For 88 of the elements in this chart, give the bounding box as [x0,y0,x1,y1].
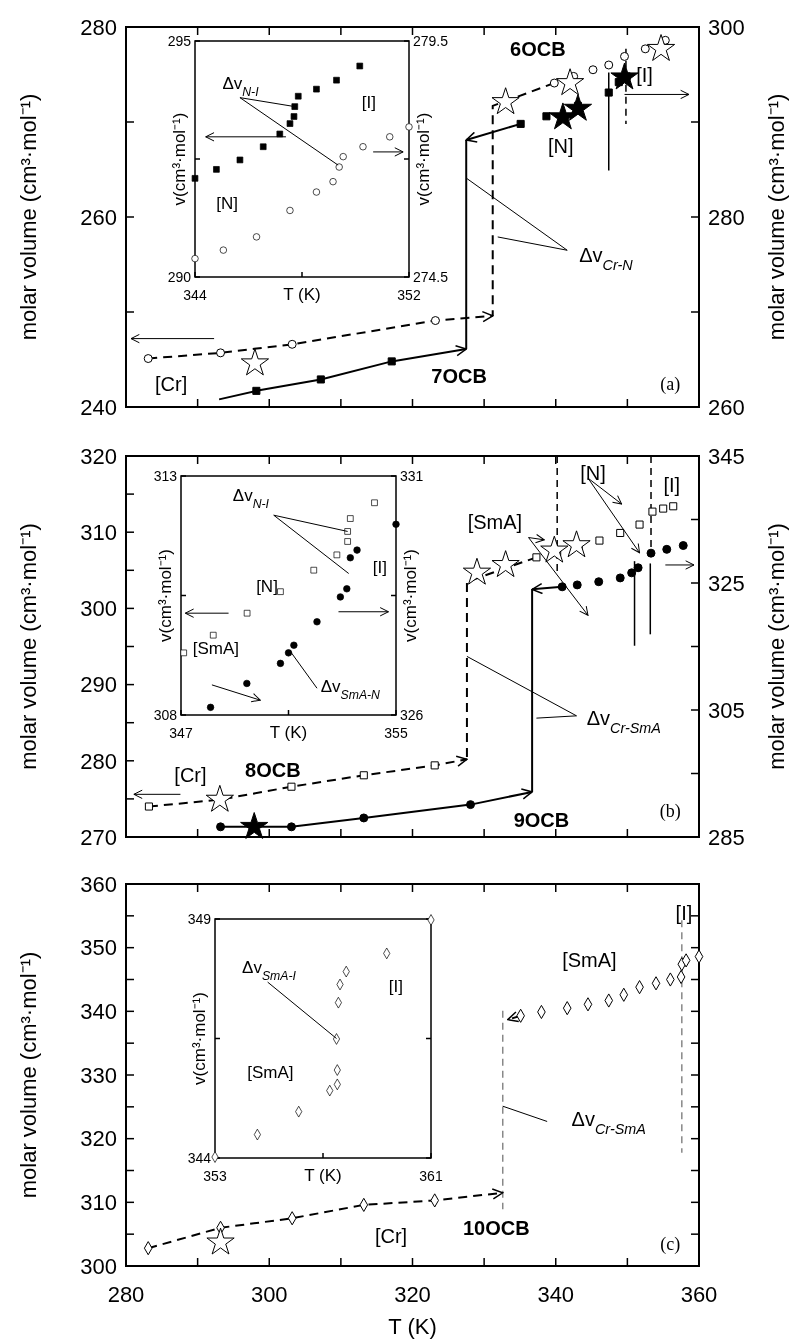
y2-tick-label: 274.5 [413,268,449,285]
annotation: [N] [256,576,278,596]
annotation: [Cr] [174,764,207,787]
y2-tick-label: 331 [400,467,424,484]
x-tick-label: 353 [203,1168,227,1184]
annotation: Δv$_{SmA-N}$ [320,677,381,703]
y2-tick-label: 300 [708,14,745,40]
annotation: [Cr] [155,373,188,396]
y2-tick-label: 285 [708,824,745,850]
y-tick-label: 300 [80,1253,117,1279]
x-tick-label: 361 [419,1168,443,1184]
y2-tick-label: 326 [400,706,424,723]
annotation: [N] [216,194,238,214]
x-axis-title: T (K) [304,1166,342,1185]
y-axis-title: v(cm³·mol⁻¹) [156,549,175,642]
y-tick-label: 349 [187,910,212,927]
x-axis-title: T (K) [388,1314,437,1339]
y-axis-title: v(cm³·mol⁻¹) [170,112,189,206]
y-tick-label: 270 [80,824,117,850]
annotation: [N] [547,134,574,157]
y2-axis-title: molar volume (cm³·mol⁻¹) [764,93,789,341]
annotation: [N] [580,461,606,484]
annotation: [SmA] [562,949,617,972]
annotation: Δv$_{SmA-I}$ [242,957,297,983]
x-tick-label: 340 [537,1282,575,1307]
y2-axis-title: v(cm³·mol⁻¹) [414,112,433,206]
x-tick-label: 355 [384,725,408,741]
y2-axis-title: molar volume (cm³·mol⁻¹) [764,523,789,770]
annotation: 8OCB [245,758,301,781]
y-tick-label: 320 [80,443,117,469]
y2-tick-label: 345 [708,443,745,469]
y2-tick-label: 280 [708,204,745,230]
annotation: [I] [372,557,387,577]
x-tick-label: 300 [250,1282,288,1307]
y-tick-label: 340 [80,999,117,1025]
annotation: [SmA] [247,1062,294,1082]
x-axis-title: T (K) [269,723,308,742]
annotation: (c) [660,1234,681,1256]
y-axis-title: molar volume (cm³·mol⁻¹) [16,523,41,770]
annotation: [SmA] [192,639,240,659]
annotation: 7OCB [431,364,487,387]
x-tick-label: 360 [680,1282,718,1307]
x-tick-label: 280 [107,1282,145,1307]
x-tick-label: 347 [169,725,193,741]
y2-tick-label: 260 [708,394,745,420]
annotation: [I] [388,976,403,996]
annotation: Δv$_{N-I}$ [232,486,270,512]
annotation: 9OCB [513,809,570,832]
annotation: Δv$_{Cr-SmA}$ [586,707,661,737]
y-tick-label: 350 [80,935,117,961]
y-tick-label: 290 [80,672,117,698]
y2-axis-title: v(cm³·mol⁻¹) [401,549,420,642]
annotation: [I] [636,63,653,86]
y2-tick-label: 325 [708,570,745,596]
y-tick-label: 330 [80,1062,117,1088]
y-tick-label: 260 [80,204,117,230]
y-tick-label: 310 [80,1190,117,1216]
y-tick-label: 320 [80,1126,117,1152]
annotation: [SmA] [467,511,523,534]
x-axis-title: T (K) [283,285,321,304]
annotation: Δv$_{N-I}$ [222,74,260,100]
y-axis-title: molar volume (cm³·mol⁻¹) [16,93,41,341]
annotation: [I] [361,93,376,113]
annotation: [I] [675,901,693,924]
annotation: 6OCB [510,37,566,60]
y-axis-title: molar volume (cm³·mol⁻¹) [16,951,41,1199]
annotation: (a) [660,373,681,395]
y-tick-label: 313 [153,467,178,484]
y-tick-label: 290 [167,268,192,285]
annotation: [Cr] [374,1225,408,1248]
y-tick-label: 280 [80,748,117,774]
annotation: (b) [659,800,681,822]
y-tick-label: 280 [80,14,117,40]
y-tick-label: 360 [80,871,117,897]
y2-tick-label: 305 [708,697,745,723]
y-tick-label: 295 [167,32,192,49]
y-axis-title: v(cm³·mol⁻¹) [190,992,209,1085]
y2-tick-label: 279.5 [413,32,449,49]
y-tick-label: 310 [80,519,117,545]
y-tick-label: 300 [80,596,117,622]
annotation: 10OCB [462,1217,530,1240]
annotation: [I] [663,473,681,496]
annotation: Δv$_{Cr-N}$ [579,244,634,273]
y-tick-label: 240 [80,394,117,420]
x-tick-label: 352 [397,287,421,303]
y-tick-label: 308 [153,706,178,723]
annotation: Δv$_{Cr-SmA}$ [571,1107,646,1137]
x-tick-label: 320 [394,1282,431,1307]
